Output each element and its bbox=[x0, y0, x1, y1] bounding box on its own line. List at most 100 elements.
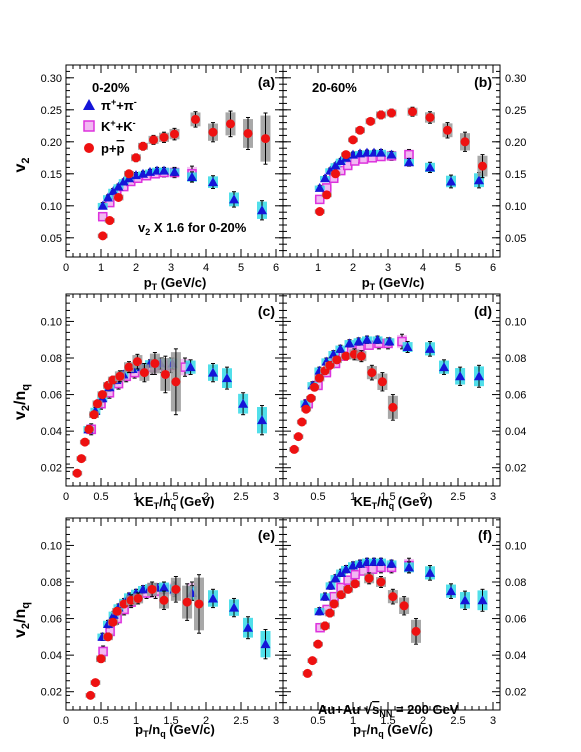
proton-point bbox=[331, 169, 340, 179]
legend-kaon-label: K++K- bbox=[101, 118, 136, 134]
panel-label: (f) bbox=[478, 527, 492, 543]
x-tick-label: 0.5 bbox=[310, 491, 325, 503]
x-tick-label: 4 bbox=[203, 262, 209, 274]
y-tick-label: 0.05 bbox=[505, 233, 526, 245]
pion-point bbox=[439, 362, 449, 372]
pion-point bbox=[118, 176, 129, 186]
proton-point bbox=[261, 134, 270, 144]
panel-b: 1 2 3 4 5 6 0.05 0.10 0.15 0.20 0.25 0.30 (b) bbox=[282, 64, 526, 274]
pion-point bbox=[386, 558, 397, 568]
centrality-0-20: 0-20% bbox=[92, 80, 130, 95]
series-group bbox=[302, 556, 488, 678]
x-tick-label: 0.5 bbox=[310, 715, 325, 727]
ylabel-top: v2 bbox=[12, 157, 32, 172]
x-tick-label: 1.5 bbox=[380, 715, 395, 727]
y-tick-label: 0.20 bbox=[41, 137, 62, 149]
proton-point bbox=[147, 584, 157, 594]
proton-point bbox=[105, 216, 115, 226]
x-tick-label: 5 bbox=[455, 262, 461, 274]
x-tick-label: 2 bbox=[203, 715, 209, 727]
x-tick-label: 2.5 bbox=[450, 715, 465, 727]
ylabel-bottom: v2/nq bbox=[12, 602, 32, 638]
panel-a: 0 1 2 3 4 5 6 0.05 0.10 0.15 0.20 0.25 0.30 (a) bbox=[41, 64, 284, 274]
y-tick-label: 0.02 bbox=[41, 463, 62, 475]
x-tick-label: 5 bbox=[238, 262, 244, 274]
proton-point bbox=[124, 169, 134, 179]
y-tick-label: 0.08 bbox=[505, 353, 526, 365]
proton-point bbox=[388, 592, 398, 602]
proton-point bbox=[315, 207, 325, 217]
x-tick-label: 1 bbox=[350, 491, 356, 503]
pion-point bbox=[260, 639, 271, 649]
proton-point bbox=[131, 153, 141, 163]
x-tick-label: 0.5 bbox=[93, 491, 108, 503]
pion-point bbox=[208, 177, 218, 187]
proton-point bbox=[376, 577, 386, 587]
pion-point bbox=[460, 595, 470, 605]
panel-c: 0 0.5 1 1.5 2 2.5 3 0.02 0.04 0.06 0.08 0.10 (c) bbox=[41, 293, 284, 503]
proton-point bbox=[388, 402, 398, 412]
series-group bbox=[85, 574, 271, 700]
x-tick-label: 1.5 bbox=[163, 491, 178, 503]
pion-point bbox=[314, 182, 325, 192]
pion-point bbox=[384, 336, 395, 346]
proton-point bbox=[350, 579, 360, 589]
legend: π++π- K++K- p+p bbox=[83, 97, 137, 156]
proton-point bbox=[325, 608, 335, 618]
pion-point bbox=[185, 362, 196, 372]
x-tick-label: 1 bbox=[98, 262, 104, 274]
proton-point bbox=[387, 108, 396, 118]
kaon-point bbox=[350, 569, 360, 580]
y-tick-label: 0.10 bbox=[41, 316, 62, 328]
x-tick-label: 3 bbox=[490, 491, 496, 503]
x-tick-label: 0 bbox=[63, 491, 69, 503]
pion-point bbox=[372, 334, 383, 344]
x-tick-label: 2 bbox=[420, 715, 426, 727]
pion-point bbox=[229, 194, 239, 204]
y-tick-label: 0.20 bbox=[505, 137, 526, 149]
proton-point bbox=[159, 595, 169, 605]
centrality-20-60: 20-60% bbox=[312, 80, 357, 95]
x-tick-label: 3 bbox=[168, 262, 174, 274]
panel-frame bbox=[282, 293, 501, 487]
pion-point bbox=[386, 149, 397, 159]
legend-proton-marker bbox=[84, 143, 94, 153]
pion-point bbox=[208, 367, 218, 377]
y-tick-label: 0.30 bbox=[41, 73, 62, 85]
xlabel-f: pT/nq (GeV/c) bbox=[353, 722, 433, 739]
proton-point bbox=[208, 127, 218, 137]
proton-point bbox=[376, 110, 386, 120]
pion-point bbox=[341, 564, 351, 574]
proton-point bbox=[367, 368, 377, 378]
pion-point bbox=[187, 172, 197, 181]
panel-e: 0 0.5 1 1.5 2 2.5 3 0.02 0.04 0.06 0.08 0.10 (e) bbox=[41, 517, 284, 727]
proton-point bbox=[115, 371, 125, 381]
pion-point bbox=[108, 186, 119, 196]
proton-point bbox=[194, 599, 204, 609]
x-tick-label: 2 bbox=[350, 262, 356, 274]
pion-point bbox=[446, 176, 456, 186]
proton-point bbox=[226, 119, 235, 129]
x-tick-label: 1.5 bbox=[380, 491, 395, 503]
proton-point bbox=[310, 382, 319, 392]
proton-point bbox=[478, 161, 487, 171]
panel-label: (e) bbox=[258, 527, 275, 543]
series-group bbox=[289, 333, 484, 454]
proton-point bbox=[289, 444, 299, 454]
xlabel-c: KET/nq (GeV) bbox=[136, 494, 215, 511]
y-tick-label: 0.06 bbox=[505, 390, 526, 402]
pion-point bbox=[376, 556, 386, 566]
series-group bbox=[72, 348, 267, 478]
pion-point bbox=[474, 175, 484, 185]
x-tick-label: 3 bbox=[273, 715, 279, 727]
proton-point bbox=[306, 393, 316, 403]
panel-label: (c) bbox=[258, 303, 275, 319]
proton-point bbox=[93, 399, 102, 409]
xlabel-e: pT/nq (GeV/c) bbox=[135, 722, 215, 739]
y-tick-label: 0.06 bbox=[41, 614, 62, 626]
pion-point bbox=[425, 343, 435, 353]
proton-point bbox=[182, 597, 192, 607]
pion-point bbox=[113, 181, 124, 191]
y-tick-label: 0.10 bbox=[41, 540, 62, 552]
x-tick-label: 0.5 bbox=[93, 715, 108, 727]
